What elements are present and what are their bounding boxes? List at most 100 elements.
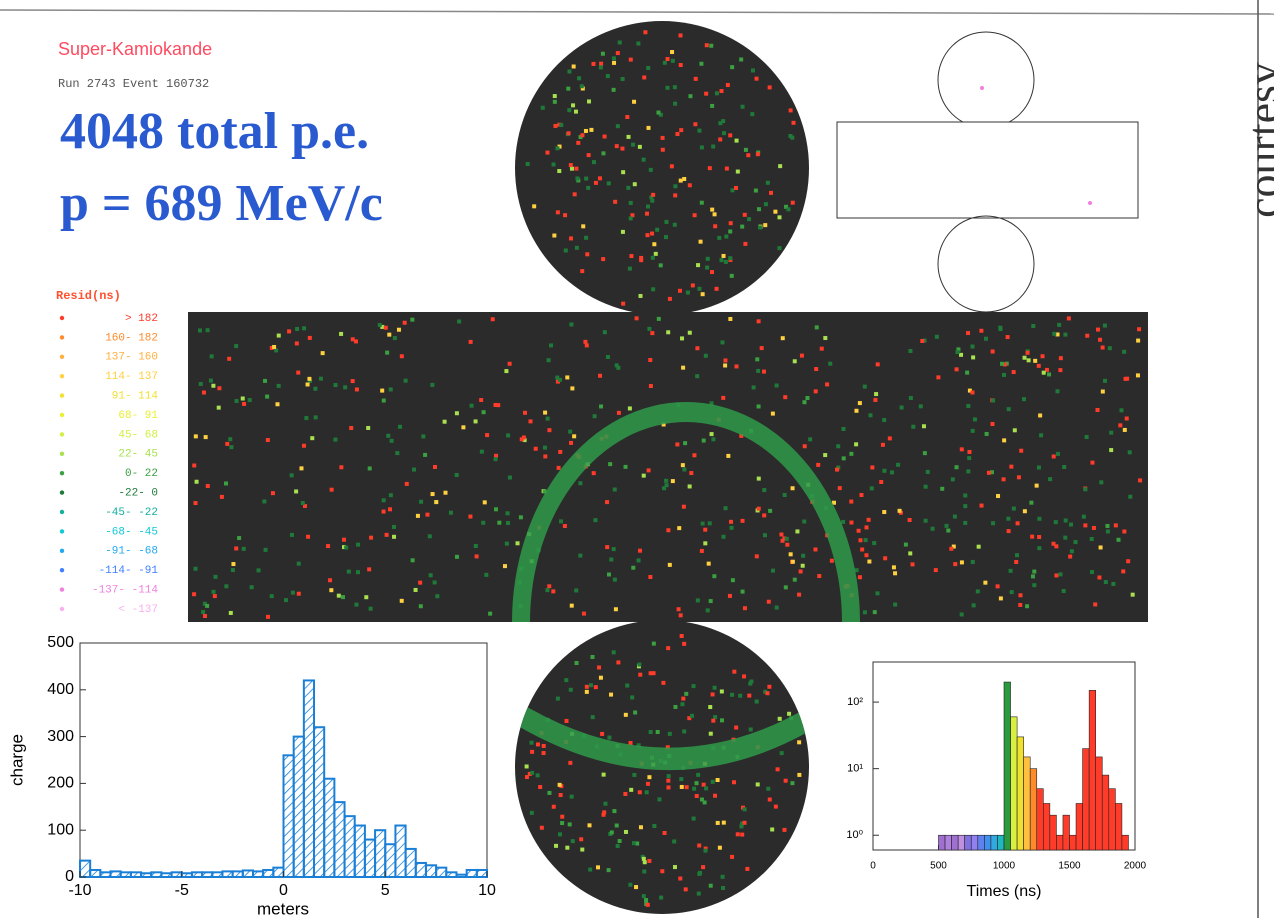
pmt-hit (726, 454, 730, 458)
pmt-hit (747, 217, 751, 221)
pmt-hit (575, 176, 579, 180)
pmt-hit (1111, 582, 1115, 586)
pmt-hit (858, 575, 862, 579)
pmt-hit (607, 736, 611, 740)
y-tick-label: 0 (65, 868, 74, 885)
pmt-hit (629, 201, 633, 205)
pmt-hit (546, 417, 550, 421)
pmt-hit (770, 827, 774, 831)
legend-label: 68- 91 (118, 410, 158, 422)
pmt-hit (715, 287, 719, 291)
pmt-hit (677, 526, 681, 530)
pmt-hit (797, 740, 801, 744)
pmt-hit (701, 865, 705, 869)
pmt-hit (342, 538, 346, 542)
pmt-hit (678, 877, 682, 881)
pmt-hit (802, 520, 806, 524)
pmt-hit (645, 233, 649, 237)
pmt-hit (699, 240, 703, 244)
pmt-hit (508, 475, 512, 479)
pmt-hit (584, 177, 588, 181)
pmt-hit (1083, 523, 1087, 527)
histogram-bar (978, 835, 985, 850)
pmt-hit (587, 153, 591, 157)
pmt-hit (580, 84, 584, 88)
pmt-hit (841, 427, 845, 431)
pmt-hit (692, 817, 696, 821)
pmt-hit (621, 77, 625, 81)
histogram-bar (958, 835, 965, 850)
pmt-hit (553, 100, 557, 104)
pmt-hit (795, 529, 799, 533)
pmt-hit (697, 892, 701, 896)
pmt-hit (863, 610, 867, 614)
pmt-hit (1015, 553, 1019, 557)
pmt-hit (558, 832, 562, 836)
pmt-hit (277, 384, 281, 388)
pmt-hit (867, 518, 871, 522)
pmt-hit (729, 221, 733, 225)
pmt-hit (757, 319, 761, 323)
legend-label: > 182 (125, 313, 158, 325)
pmt-hit (722, 535, 726, 539)
pmt-hit (601, 52, 605, 56)
pmt-hit (192, 592, 196, 596)
pmt-hit (960, 612, 964, 616)
pmt-hit (703, 541, 707, 545)
pmt-hit (217, 386, 221, 390)
pmt-hit (741, 105, 745, 109)
pmt-hit (265, 395, 269, 399)
pmt-hit (642, 158, 646, 162)
pmt-hit (923, 451, 927, 455)
pmt-hit (874, 392, 878, 396)
page: Super-Kamiokande Run 2743 Event 160732 4… (0, 0, 1274, 918)
pmt-hit (817, 574, 821, 578)
pmt-hit (616, 844, 620, 848)
pmt-hit (898, 509, 902, 513)
pmt-hit (555, 376, 559, 380)
histogram-bar (436, 868, 446, 877)
pmt-hit (549, 343, 553, 347)
pmt-hit (707, 562, 711, 566)
pmt-hit (589, 683, 593, 687)
pmt-hit (594, 685, 598, 689)
pmt-hit (1103, 379, 1107, 383)
pmt-hit (313, 387, 317, 391)
pmt-hit (656, 111, 660, 115)
pmt-hit (242, 402, 246, 406)
pmt-hit (1126, 559, 1130, 563)
pmt-hit (389, 387, 393, 391)
pmt-hit (704, 92, 708, 96)
histogram-bar (945, 835, 952, 850)
event-display: Super-Kamiokande Run 2743 Event 160732 4… (0, 0, 1274, 918)
pmt-hit (1038, 413, 1042, 417)
pmt-hit (775, 606, 779, 610)
pmt-hit (628, 883, 632, 887)
pmt-hit (211, 384, 215, 388)
pmt-hit (1128, 495, 1132, 499)
pmt-hit (347, 570, 351, 574)
pmt-hit (1101, 346, 1105, 350)
pmt-hit (638, 549, 642, 553)
pmt-hit (425, 513, 429, 517)
pmt-hit (580, 269, 584, 273)
pmt-hit (721, 396, 725, 400)
pmt-hit (787, 712, 791, 716)
vertex-marker (980, 86, 984, 90)
pmt-hit (883, 556, 887, 560)
pmt-hit (756, 369, 760, 373)
pmt-hit (211, 590, 215, 594)
pmt-hit (573, 192, 577, 196)
pmt-hit (565, 375, 569, 379)
pmt-hit (1108, 346, 1112, 350)
pmt-hit (393, 336, 397, 340)
pmt-hit (637, 663, 641, 667)
pmt-hit (820, 347, 824, 351)
pmt-hit (876, 362, 880, 366)
pmt-hit (1085, 435, 1089, 439)
pmt-hit (584, 236, 588, 240)
pmt-hit (911, 562, 915, 566)
pmt-hit (506, 521, 510, 525)
pmt-hit (645, 212, 649, 216)
pmt-hit (616, 660, 620, 664)
